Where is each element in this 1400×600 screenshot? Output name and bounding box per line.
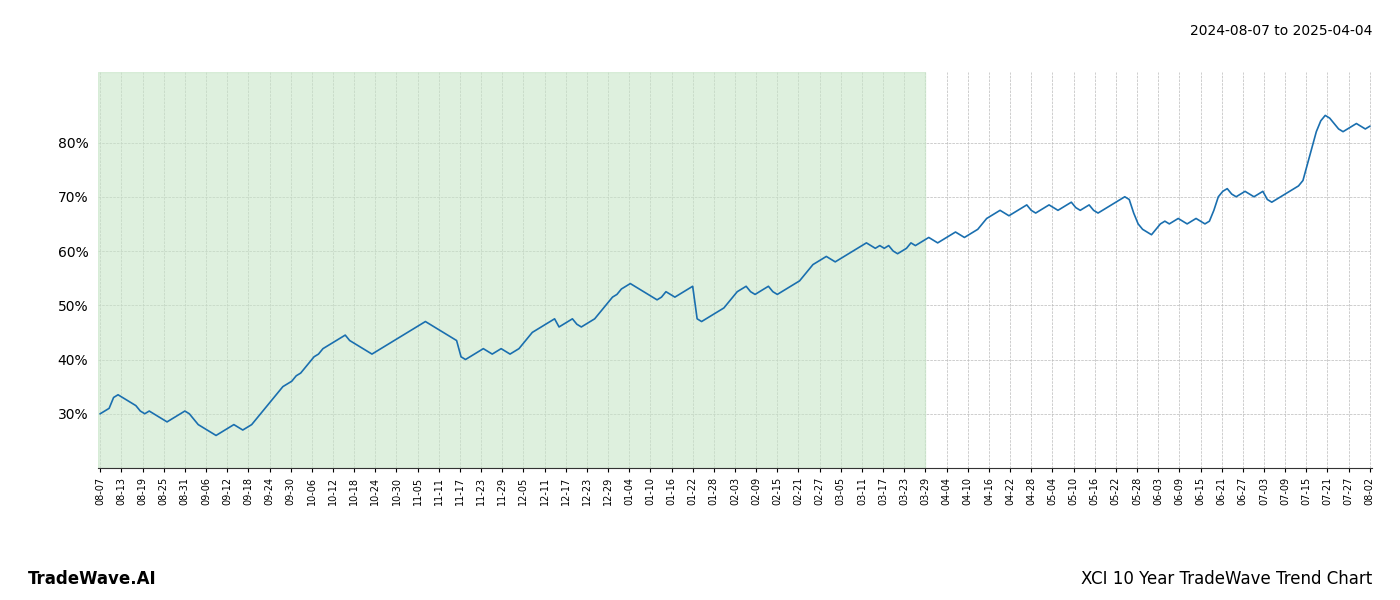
Text: 2024-08-07 to 2025-04-04: 2024-08-07 to 2025-04-04 bbox=[1190, 24, 1372, 38]
Bar bbox=[98, 72, 925, 468]
Text: TradeWave.AI: TradeWave.AI bbox=[28, 570, 157, 588]
Text: XCI 10 Year TradeWave Trend Chart: XCI 10 Year TradeWave Trend Chart bbox=[1081, 570, 1372, 588]
